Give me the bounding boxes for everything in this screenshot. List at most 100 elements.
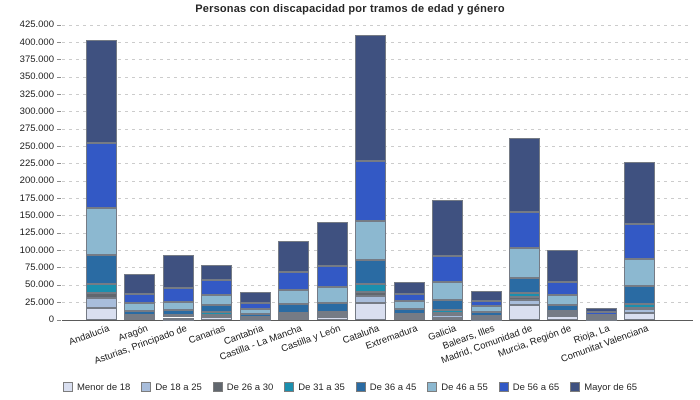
bar-segment [585, 314, 617, 317]
y-axis-tick-mark [57, 250, 61, 252]
bar-segment [508, 296, 540, 301]
bar-segment [470, 301, 502, 306]
bar-segment [124, 293, 156, 304]
bar-segment [508, 277, 540, 293]
bar-segment [201, 264, 233, 280]
y-axis-tick-label: 100.000 [19, 244, 54, 256]
bar-segment [432, 317, 464, 320]
bar-segment [624, 307, 656, 310]
bar-segment [201, 314, 233, 317]
bar-segment [547, 313, 579, 316]
bar-segment [508, 211, 540, 249]
legend-item: De 36 a 45 [355, 381, 417, 393]
bar-segment [470, 305, 502, 312]
legend-label: De 31 a 35 [298, 381, 345, 393]
gridline [62, 24, 692, 26]
y-axis-tick-label: 425.000 [19, 19, 54, 31]
legend-swatch-icon [427, 382, 438, 392]
y-axis-tick-mark [57, 59, 61, 61]
legend-item: De 56 a 65 [498, 382, 559, 393]
bar-segment [432, 310, 464, 313]
bar-segment [201, 279, 233, 295]
y-axis-tick-label: 275.000 [19, 123, 54, 135]
y-axis-tick-mark [57, 128, 61, 130]
bar-segment [201, 317, 233, 320]
bar-segment [278, 312, 310, 315]
bar-segment [355, 35, 387, 161]
y-axis-tick-mark [57, 267, 61, 269]
bar-segment [393, 282, 425, 294]
y-axis-tick-mark [57, 111, 61, 113]
bar-segment [393, 308, 425, 314]
bar-segment [316, 265, 348, 287]
bar-segment [355, 220, 387, 260]
bar-segment [393, 315, 425, 318]
bar-segment [201, 294, 233, 306]
bar-segment [278, 314, 310, 317]
bar-segment [508, 300, 540, 305]
bar-segment [432, 199, 464, 257]
y-axis-tick-mark [57, 302, 61, 304]
bar-segment [547, 304, 579, 312]
bar-segment [547, 249, 579, 283]
bar-segment [547, 295, 579, 305]
legend-swatch-icon [141, 382, 152, 392]
bar-segment [124, 316, 156, 319]
chart-title: Personas con discapacidad por tramos de … [195, 3, 505, 15]
bar-segment [278, 304, 310, 313]
bar-segment [547, 282, 579, 296]
bar-segment [124, 314, 156, 317]
y-axis-tick-mark [57, 215, 61, 217]
legend-label: De 36 a 45 [369, 381, 417, 393]
y-axis-tick-label: 50.000 [24, 279, 54, 291]
bar-segment [547, 315, 579, 320]
bar-segment [508, 138, 540, 212]
legend-swatch-icon [62, 382, 73, 392]
y-axis-tick-label: 125.000 [19, 227, 54, 239]
y-axis-tick-mark [57, 198, 61, 200]
legend-item: De 18 a 25 [141, 382, 202, 393]
y-axis-tick-label: 175.000 [19, 192, 54, 204]
legend-swatch-icon [570, 382, 581, 392]
legend-swatch-icon [212, 382, 223, 392]
bar-segment [624, 312, 656, 320]
bar-segment [201, 305, 233, 313]
bar-segment [162, 255, 194, 288]
bar-segment [86, 40, 117, 143]
bar-segment [316, 313, 348, 316]
bar-segment [470, 311, 502, 316]
y-axis-tick-label: 200.000 [19, 175, 54, 187]
bar-segment [508, 292, 540, 297]
bar-segment [393, 317, 425, 320]
legend-swatch-icon [498, 382, 509, 392]
bar-segment [470, 315, 502, 318]
legend-item: Menor de 18 [62, 382, 130, 393]
bar-segment [278, 272, 310, 290]
bar-segment [508, 304, 540, 320]
bar-segment [316, 286, 348, 303]
bar-segment [585, 316, 617, 319]
y-axis-tick-label: 350.000 [19, 71, 54, 83]
bar-segment [162, 301, 194, 311]
y-axis-tick-label: 300.000 [19, 105, 54, 117]
bar-segment [432, 282, 464, 300]
bar-segment [355, 283, 387, 292]
bar-segment [624, 285, 656, 305]
legend-item: De 26 a 30 [212, 381, 274, 393]
bar-segment [624, 224, 656, 260]
bar-segment [86, 142, 117, 208]
y-axis-tick-label: 250.000 [19, 140, 54, 152]
bar-segment [393, 300, 425, 309]
bar-segment [86, 308, 117, 320]
x-axis-label: Andalucía [67, 323, 112, 348]
bar-segment [355, 303, 387, 320]
bar-segment [201, 312, 233, 315]
chart-legend: Menor de 18 De 18 a 25 De 26 a 30 De 31 a 3… [0, 378, 700, 396]
bar-segment [124, 303, 156, 311]
legend-item: Mayor de 65 [570, 382, 637, 393]
bar-segment [86, 298, 117, 309]
bar-segment [239, 317, 271, 320]
y-axis-tick-label: 75.000 [24, 261, 54, 273]
legend-label: De 26 a 30 [226, 381, 274, 393]
